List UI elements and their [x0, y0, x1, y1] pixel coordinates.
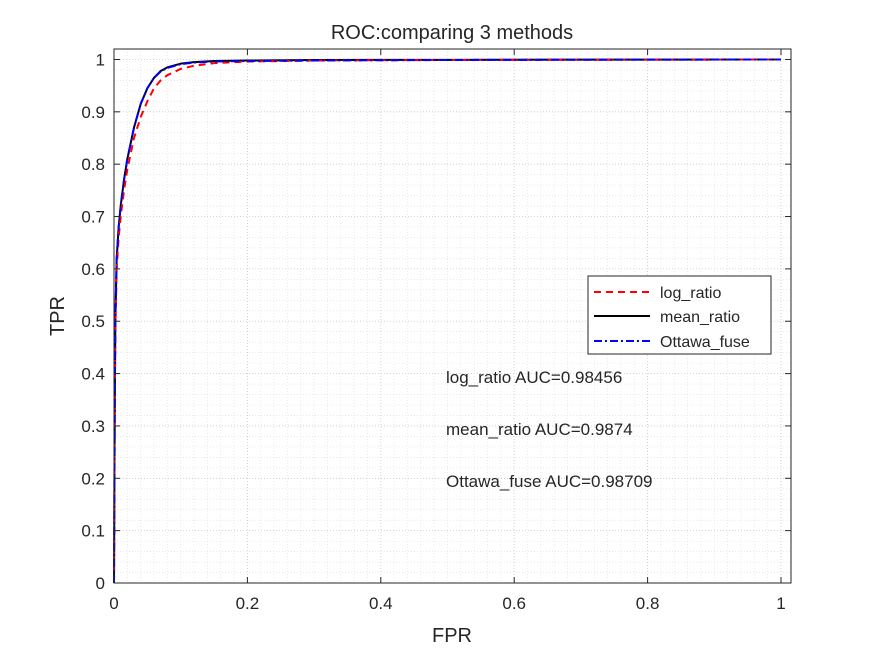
chart-title: ROC:comparing 3 methods: [331, 22, 573, 44]
y-tick-label: 0.4: [81, 365, 105, 384]
y-tick-labels: 0 0.1 0.2 0.3 0.4 0.5 0.6 0.7 0.8 0.9 1: [81, 50, 105, 593]
x-tick-label: 1: [776, 594, 785, 613]
x-tick-label: 0.4: [369, 594, 393, 613]
x-tick-labels: 0 0.2 0.4 0.6 0.8 1: [109, 594, 785, 613]
y-tick-label: 0.3: [81, 417, 105, 436]
x-tick-label: 0.2: [236, 594, 260, 613]
y-tick-label: 0.5: [81, 312, 105, 331]
y-tick-label: 0.6: [81, 260, 105, 279]
auc-annotation-log-ratio: log_ratio AUC=0.98456: [446, 368, 622, 387]
series-layer: [113, 58, 782, 584]
x-tick-label: 0.8: [636, 594, 660, 613]
x-axis-label: FPR: [432, 625, 472, 647]
y-axis-label: TPR: [47, 296, 69, 336]
auc-annotation-ottawa-fuse: Ottawa_fuse AUC=0.98709: [446, 472, 653, 491]
x-tick-label: 0: [109, 594, 118, 613]
legend-label-log-ratio: log_ratio: [660, 285, 721, 302]
legend: log_ratio mean_ratio Ottawa_fuse: [587, 275, 772, 355]
y-tick-label: 0.2: [81, 469, 105, 488]
y-tick-label: 1: [96, 50, 105, 69]
auc-annotation-mean-ratio: mean_ratio AUC=0.9874: [446, 420, 633, 439]
plot-frame: [113, 48, 792, 584]
y-tick-label: 0.8: [81, 155, 105, 174]
y-tick-label: 0: [96, 574, 105, 593]
legend-label-mean-ratio: mean_ratio: [660, 309, 740, 326]
series-line-log-ratio: [113, 58, 782, 584]
y-tick-label: 0.1: [81, 522, 105, 541]
x-tick-label: 0.6: [502, 594, 526, 613]
axis-ticks: [113, 49, 791, 584]
minor-grid: [114, 48, 791, 583]
legend-label-ottawa-fuse: Ottawa_fuse: [660, 334, 750, 351]
y-tick-label: 0.7: [81, 208, 105, 227]
y-tick-label: 0.9: [81, 103, 105, 122]
series-line-ottawa-fuse: [113, 58, 782, 584]
